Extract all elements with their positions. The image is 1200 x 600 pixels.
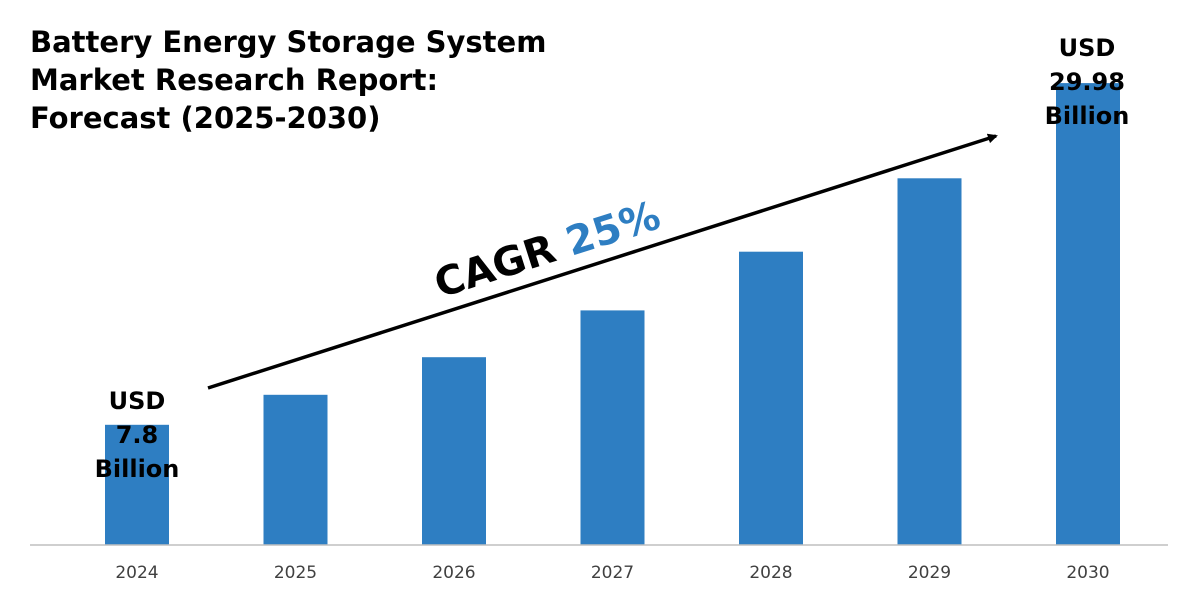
title-line-3: Forecast (2025-2030) [30,101,380,135]
title-line-1: Battery Energy Storage System [30,25,546,59]
bar-2025 [263,394,328,545]
title-line-2: Market Research Report: [30,63,438,97]
cagr-value: 25% [560,193,665,266]
x-tick-2029: 2029 [908,563,951,583]
bar-2027 [580,310,645,545]
bar-2030 [1056,83,1120,545]
bar-2029 [897,178,962,546]
bar-2024 [105,424,169,545]
end-label-line-2: 29.98 [1049,68,1125,96]
cagr-arrow [207,133,998,390]
chart-title: Battery Energy Storage System Market Res… [30,25,546,135]
x-tick-2026: 2026 [432,563,475,583]
cagr-label: CAGR25% [429,193,666,308]
bar-2028 [739,251,803,545]
end-label-line-1: USD [1059,34,1116,62]
start-label-line-1: USD [109,387,166,415]
x-tick-2025: 2025 [274,563,317,583]
end-label-line-3: Billion [1045,102,1130,130]
x-tick-2028: 2028 [749,563,792,583]
start-value-label: USD 7.8 Billion [95,387,180,483]
x-tick-2024: 2024 [115,563,158,583]
bar-series [105,83,1120,546]
bar-2026 [422,357,486,545]
x-tick-2030: 2030 [1066,563,1109,583]
start-label-line-2: 7.8 [116,421,159,449]
x-tick-2027: 2027 [591,563,634,583]
x-axis-tick-labels: 2024 2025 2026 2027 2028 2029 2030 [115,563,1109,583]
start-label-line-3: Billion [95,455,180,483]
end-value-label: USD 29.98 Billion [1045,34,1130,130]
